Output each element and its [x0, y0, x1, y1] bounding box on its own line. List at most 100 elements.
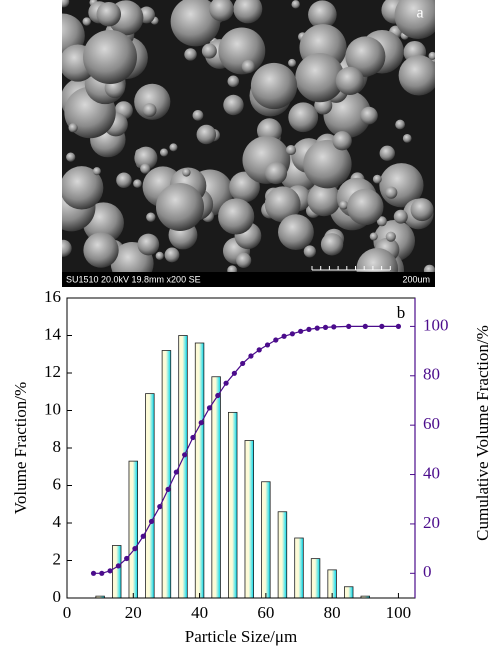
particle — [376, 216, 387, 227]
bar — [277, 511, 288, 599]
point — [264, 342, 271, 348]
particle — [288, 58, 297, 67]
particle — [227, 75, 240, 88]
bar — [112, 545, 122, 599]
point — [256, 347, 262, 353]
x-tick-label: 100 — [386, 603, 412, 622]
point — [322, 324, 329, 330]
particle — [133, 179, 142, 188]
particle — [209, 0, 234, 22]
particle — [236, 252, 252, 268]
particle — [184, 48, 197, 61]
particle — [410, 198, 434, 222]
bar — [145, 393, 155, 599]
y-tick-label: 14 — [44, 324, 62, 343]
particle — [169, 143, 178, 152]
point — [223, 380, 229, 386]
point — [148, 518, 155, 525]
y-tick-label: 12 — [44, 362, 61, 381]
particle — [146, 212, 156, 222]
point — [395, 323, 402, 329]
point — [314, 325, 320, 331]
particle — [62, 166, 104, 210]
particle — [278, 214, 314, 251]
point — [99, 570, 105, 576]
particle — [402, 134, 412, 143]
point — [306, 326, 312, 332]
y-tick-label: 10 — [44, 399, 61, 418]
particle — [398, 55, 435, 96]
y-tick-label: 0 — [53, 587, 62, 606]
particle — [156, 183, 204, 231]
point — [379, 323, 385, 329]
y-tick-label: 6 — [53, 474, 62, 493]
particle — [379, 145, 395, 161]
bar — [161, 350, 172, 599]
particle — [83, 232, 119, 268]
particle — [116, 172, 132, 188]
y-axis-label: Volume Fraction/% — [11, 382, 30, 514]
particle — [320, 233, 344, 256]
particle — [182, 168, 191, 177]
particle — [385, 231, 396, 242]
particle — [159, 148, 169, 157]
point — [124, 555, 130, 562]
particle — [307, 182, 341, 217]
particle — [192, 109, 204, 121]
particle — [295, 53, 345, 103]
x-tick-label: 60 — [257, 603, 274, 622]
point — [346, 323, 352, 329]
particle — [227, 265, 238, 272]
particle — [339, 200, 349, 210]
bar — [128, 460, 138, 599]
particle — [308, 0, 337, 29]
particle — [241, 59, 256, 74]
x-tick-label: 80 — [324, 603, 341, 622]
particle — [62, 239, 72, 257]
point — [362, 323, 368, 329]
particle — [250, 62, 298, 110]
particle — [264, 161, 288, 185]
particle — [218, 198, 255, 235]
point — [165, 486, 171, 492]
point — [248, 353, 254, 359]
particle — [385, 186, 398, 199]
scale-bar-label: 200um — [402, 274, 430, 284]
particle — [393, 209, 408, 224]
point — [215, 392, 221, 399]
point — [190, 434, 196, 441]
info-bar — [62, 272, 435, 287]
point — [107, 568, 113, 574]
point — [140, 533, 146, 539]
point — [132, 546, 138, 552]
bar — [211, 376, 221, 599]
point — [157, 504, 163, 510]
particle — [155, 251, 164, 260]
particle — [394, 0, 435, 39]
particle — [62, 0, 70, 8]
particle — [303, 139, 352, 189]
y2-tick-label: 80 — [423, 365, 440, 384]
particle — [360, 106, 378, 125]
particle — [196, 124, 217, 145]
panel-label: a — [416, 5, 423, 22]
particle — [428, 51, 435, 60]
particle — [164, 247, 180, 263]
particle — [68, 123, 78, 133]
point — [298, 328, 304, 334]
particle — [137, 233, 160, 256]
particle — [83, 30, 137, 84]
point — [240, 360, 246, 367]
y2-axis-label: Cumulative Volume Fraction/% — [473, 325, 492, 541]
bar — [344, 586, 354, 599]
particle — [335, 66, 364, 96]
point — [273, 337, 279, 343]
particle — [332, 131, 352, 151]
particle — [303, 245, 316, 258]
x-tick-label: 40 — [191, 603, 208, 622]
bar — [244, 440, 254, 599]
x-tick-label: 20 — [125, 603, 142, 622]
y-tick-label: 16 — [44, 287, 61, 306]
point — [331, 324, 337, 330]
particle — [233, 0, 263, 24]
